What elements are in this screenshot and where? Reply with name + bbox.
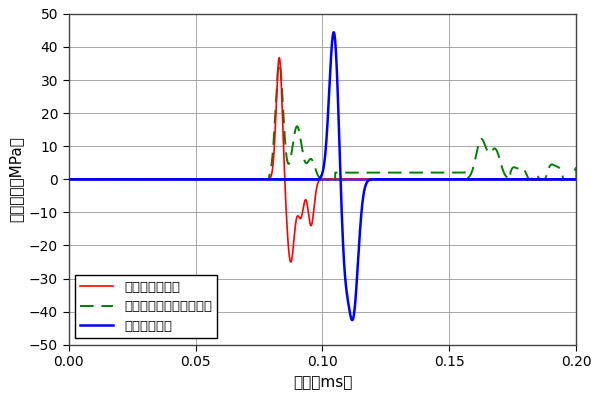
Y-axis label: 応力成分（MPa）: 応力成分（MPa）: [8, 137, 23, 222]
ミーゼス応力（弾性体）: [91, 177, 98, 181]
ミーゼス応力（弾性体）: [573, 177, 580, 181]
圧力（液体）: [65, 177, 72, 181]
Legend: 圧力（弾性体）, ミーゼス応力（弾性体）, 圧力（液体）: 圧力（弾性体）, ミーゼス応力（弾性体）, 圧力（液体）: [75, 275, 217, 338]
圧力（液体）: [365, 178, 373, 182]
圧力（液体）: [330, 30, 337, 35]
圧力（弾性体）: [249, 177, 256, 181]
圧力（液体）: [91, 177, 98, 181]
圧力（弾性体）: [287, 259, 295, 264]
圧力（弾性体）: [573, 177, 580, 181]
圧力（弾性体）: [442, 177, 449, 181]
圧力（弾性体）: [365, 177, 373, 181]
圧力（弾性体）: [65, 177, 72, 181]
ミーゼス応力（弾性体）: [276, 61, 283, 66]
Line: 圧力（弾性体）: 圧力（弾性体）: [68, 58, 577, 262]
圧力（弾性体）: [469, 177, 476, 181]
圧力（液体）: [388, 177, 395, 181]
ミーゼス応力（弾性体）: [65, 177, 72, 181]
ミーゼス応力（弾性体）: [469, 168, 476, 173]
圧力（弾性体）: [388, 177, 395, 181]
圧力（液体）: [442, 177, 449, 181]
ミーゼス応力（弾性体）: [442, 170, 449, 175]
圧力（液体）: [349, 318, 356, 322]
X-axis label: 時刻（ms）: 時刻（ms）: [293, 375, 352, 390]
圧力（液体）: [469, 177, 476, 181]
Line: 圧力（液体）: 圧力（液体）: [68, 32, 577, 320]
圧力（液体）: [573, 177, 580, 181]
ミーゼス応力（弾性体）: [365, 170, 373, 175]
圧力（弾性体）: [275, 55, 283, 60]
ミーゼス応力（弾性体）: [249, 177, 256, 181]
Line: ミーゼス応力（弾性体）: ミーゼス応力（弾性体）: [68, 63, 577, 179]
圧力（弾性体）: [91, 177, 98, 181]
圧力（液体）: [249, 177, 256, 181]
ミーゼス応力（弾性体）: [388, 170, 395, 175]
